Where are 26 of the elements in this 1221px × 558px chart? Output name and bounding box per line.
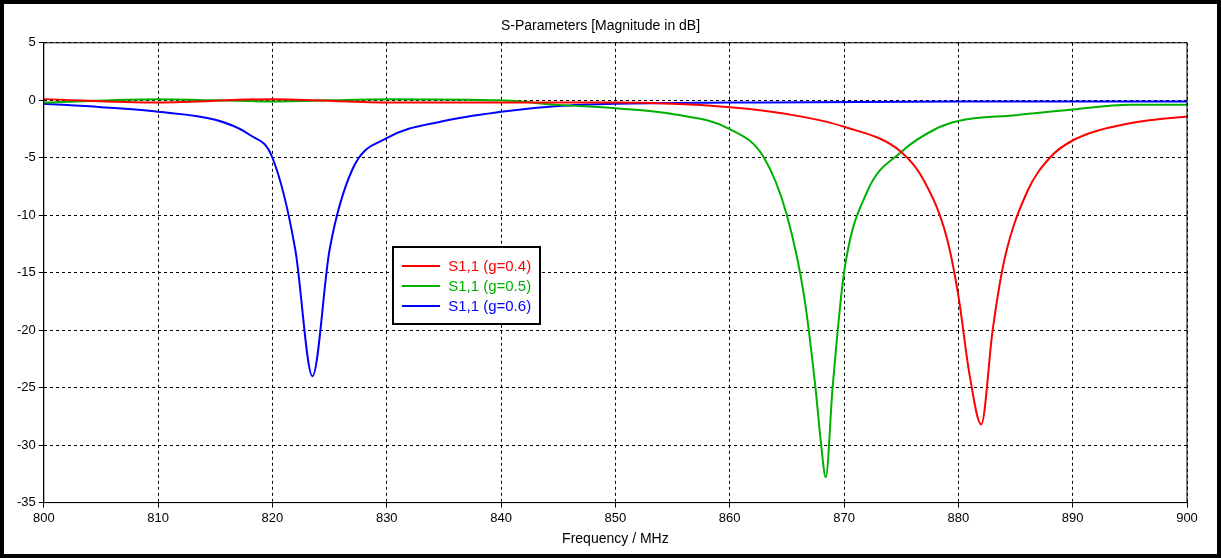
x-tick-label: 890 (1061, 509, 1084, 525)
y-tick-label: -35 (16, 494, 36, 510)
x-tick-label: 800 (32, 509, 55, 525)
x-tick-label: 840 (490, 509, 512, 525)
legend-label: S1,1 (g=0.6) (448, 297, 532, 314)
x-tick-label: 860 (718, 509, 741, 525)
x-axis-title: Frequency / MHz (562, 530, 669, 547)
legend-label: S1,1 (g=0.5) (448, 277, 532, 294)
x-tick-label: 810 (147, 509, 169, 525)
x-tick-label: 830 (375, 509, 398, 525)
x-tick-label: 870 (833, 509, 855, 525)
y-tick-label: -5 (24, 149, 36, 165)
y-tick-label: -15 (16, 264, 36, 280)
chart-title: S-Parameters [Magnitude in dB] (500, 17, 701, 34)
x-tick-label: 850 (604, 509, 627, 525)
y-tick-label: 5 (28, 34, 36, 50)
y-tick-label: -20 (16, 321, 36, 337)
x-tick-label: 900 (1176, 509, 1198, 525)
x-tick-label: 880 (947, 509, 970, 525)
y-tick-label: -25 (16, 379, 36, 395)
line-series (43, 100, 1187, 378)
x-tick-label: 820 (261, 509, 284, 525)
y-tick-label: 0 (28, 91, 36, 107)
y-tick-label: -30 (16, 436, 36, 452)
legend-label: S1,1 (g=0.4) (448, 257, 532, 274)
y-tick-label: -10 (16, 206, 36, 222)
